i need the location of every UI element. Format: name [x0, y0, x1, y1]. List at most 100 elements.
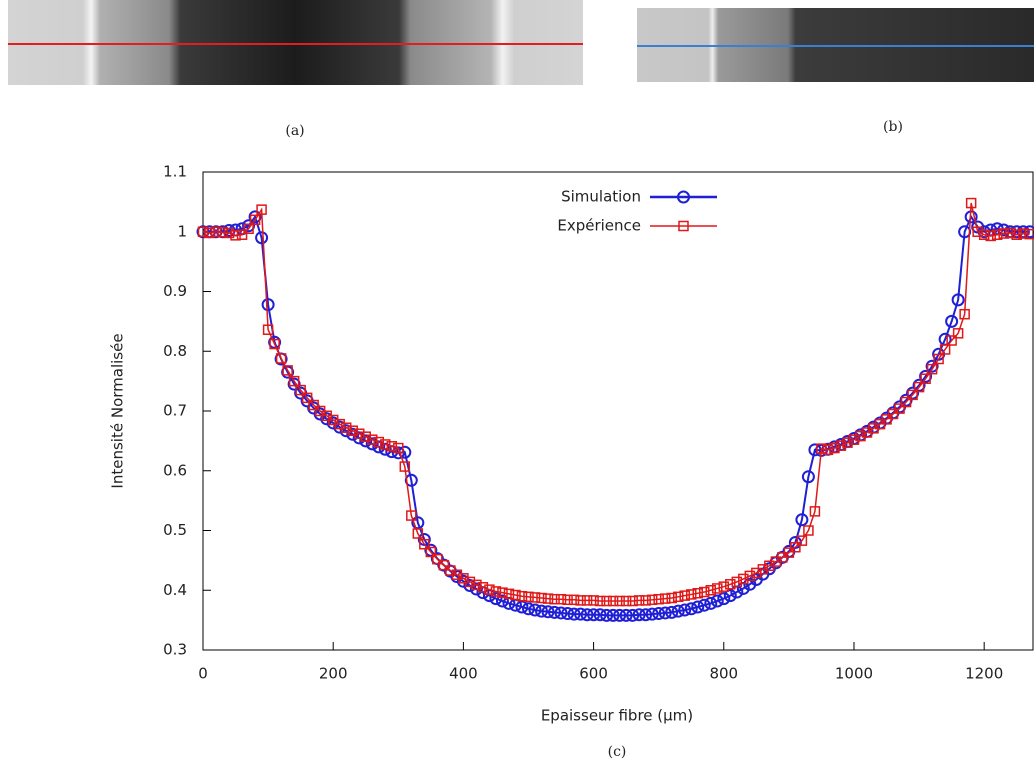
data-point — [464, 576, 476, 588]
data-point — [469, 582, 483, 596]
data-point — [985, 230, 996, 242]
data-point — [613, 608, 627, 622]
data-point — [425, 546, 437, 558]
data-point — [419, 538, 430, 550]
data-point — [404, 473, 418, 487]
data-point — [790, 541, 801, 553]
data-point — [287, 377, 301, 391]
data-point — [829, 442, 840, 454]
data-point — [757, 564, 769, 575]
data-point — [684, 602, 698, 616]
data-point — [619, 608, 633, 622]
data-point — [535, 604, 549, 618]
data-point — [939, 344, 951, 355]
y-tick-label: 0.3 — [163, 641, 187, 659]
data-point — [580, 608, 594, 622]
data-point — [738, 573, 749, 585]
data-point — [528, 603, 542, 617]
data-point — [549, 593, 560, 605]
data-point — [515, 600, 529, 614]
x-tick-label: 1000 — [835, 665, 873, 683]
data-point — [952, 328, 964, 339]
data-point — [568, 594, 580, 606]
data-point — [822, 444, 834, 456]
legend-label: Expérience — [557, 217, 641, 235]
data-point — [685, 589, 697, 600]
data-point — [899, 393, 913, 407]
caption-a: (a) — [285, 123, 304, 139]
data-point — [816, 443, 827, 454]
data-point — [223, 227, 235, 239]
data-point — [653, 593, 664, 605]
data-point — [380, 439, 391, 450]
data-point — [639, 608, 653, 622]
data-point — [744, 570, 756, 582]
data-point — [665, 605, 679, 619]
data-point — [855, 430, 866, 442]
data-point — [965, 197, 977, 209]
data-point — [809, 506, 821, 517]
data-point — [542, 593, 554, 604]
data-point — [796, 535, 808, 546]
data-point — [359, 434, 373, 448]
data-point — [998, 228, 1009, 239]
data-point — [268, 335, 282, 349]
data-point — [360, 431, 371, 442]
data-point — [393, 442, 404, 454]
data-point — [242, 219, 256, 233]
data-point — [814, 443, 828, 457]
y-tick-label: 1 — [177, 222, 187, 240]
data-point — [646, 594, 658, 606]
data-point — [912, 378, 926, 392]
data-point — [275, 353, 287, 364]
data-point — [723, 589, 737, 603]
data-point — [835, 440, 847, 451]
y-tick-label: 1.1 — [163, 163, 187, 181]
data-point — [367, 434, 378, 445]
data-point — [717, 592, 731, 606]
data-point — [562, 594, 573, 606]
data-point — [1011, 229, 1022, 240]
x-tick-label: 200 — [319, 665, 348, 683]
data-point — [710, 594, 724, 608]
data-point — [386, 441, 398, 452]
data-point — [959, 308, 970, 320]
data-point — [352, 431, 366, 445]
data-point — [340, 422, 352, 433]
data-point — [607, 595, 619, 607]
data-point — [731, 576, 743, 588]
data-point — [594, 595, 606, 607]
data-point — [555, 593, 567, 605]
data-point — [972, 226, 983, 237]
data-point — [575, 595, 586, 606]
data-point — [399, 461, 411, 472]
data-point — [347, 425, 358, 436]
y-tick-label: 0.4 — [163, 581, 187, 599]
series-line — [202, 202, 1030, 602]
data-point — [411, 516, 425, 530]
data-point — [412, 528, 424, 539]
data-point — [913, 381, 925, 393]
data-point — [458, 573, 469, 584]
data-point — [365, 437, 379, 451]
x-tick-label: 0 — [198, 665, 208, 683]
data-point — [373, 436, 385, 448]
data-point — [627, 595, 638, 607]
data-point — [471, 579, 482, 591]
data-point — [848, 434, 860, 445]
data-point — [712, 583, 723, 594]
data-point — [588, 595, 599, 606]
data-point — [510, 589, 521, 601]
data-point — [652, 607, 666, 621]
data-point — [659, 593, 671, 604]
y-tick-label: 0.5 — [163, 521, 187, 539]
data-point — [900, 396, 912, 408]
data-point — [1023, 225, 1034, 239]
data-point — [906, 386, 920, 400]
data-point — [288, 375, 300, 387]
x-tick-label: 800 — [709, 665, 738, 683]
data-point — [281, 365, 295, 379]
data-point — [548, 605, 562, 619]
data-point — [256, 204, 267, 215]
